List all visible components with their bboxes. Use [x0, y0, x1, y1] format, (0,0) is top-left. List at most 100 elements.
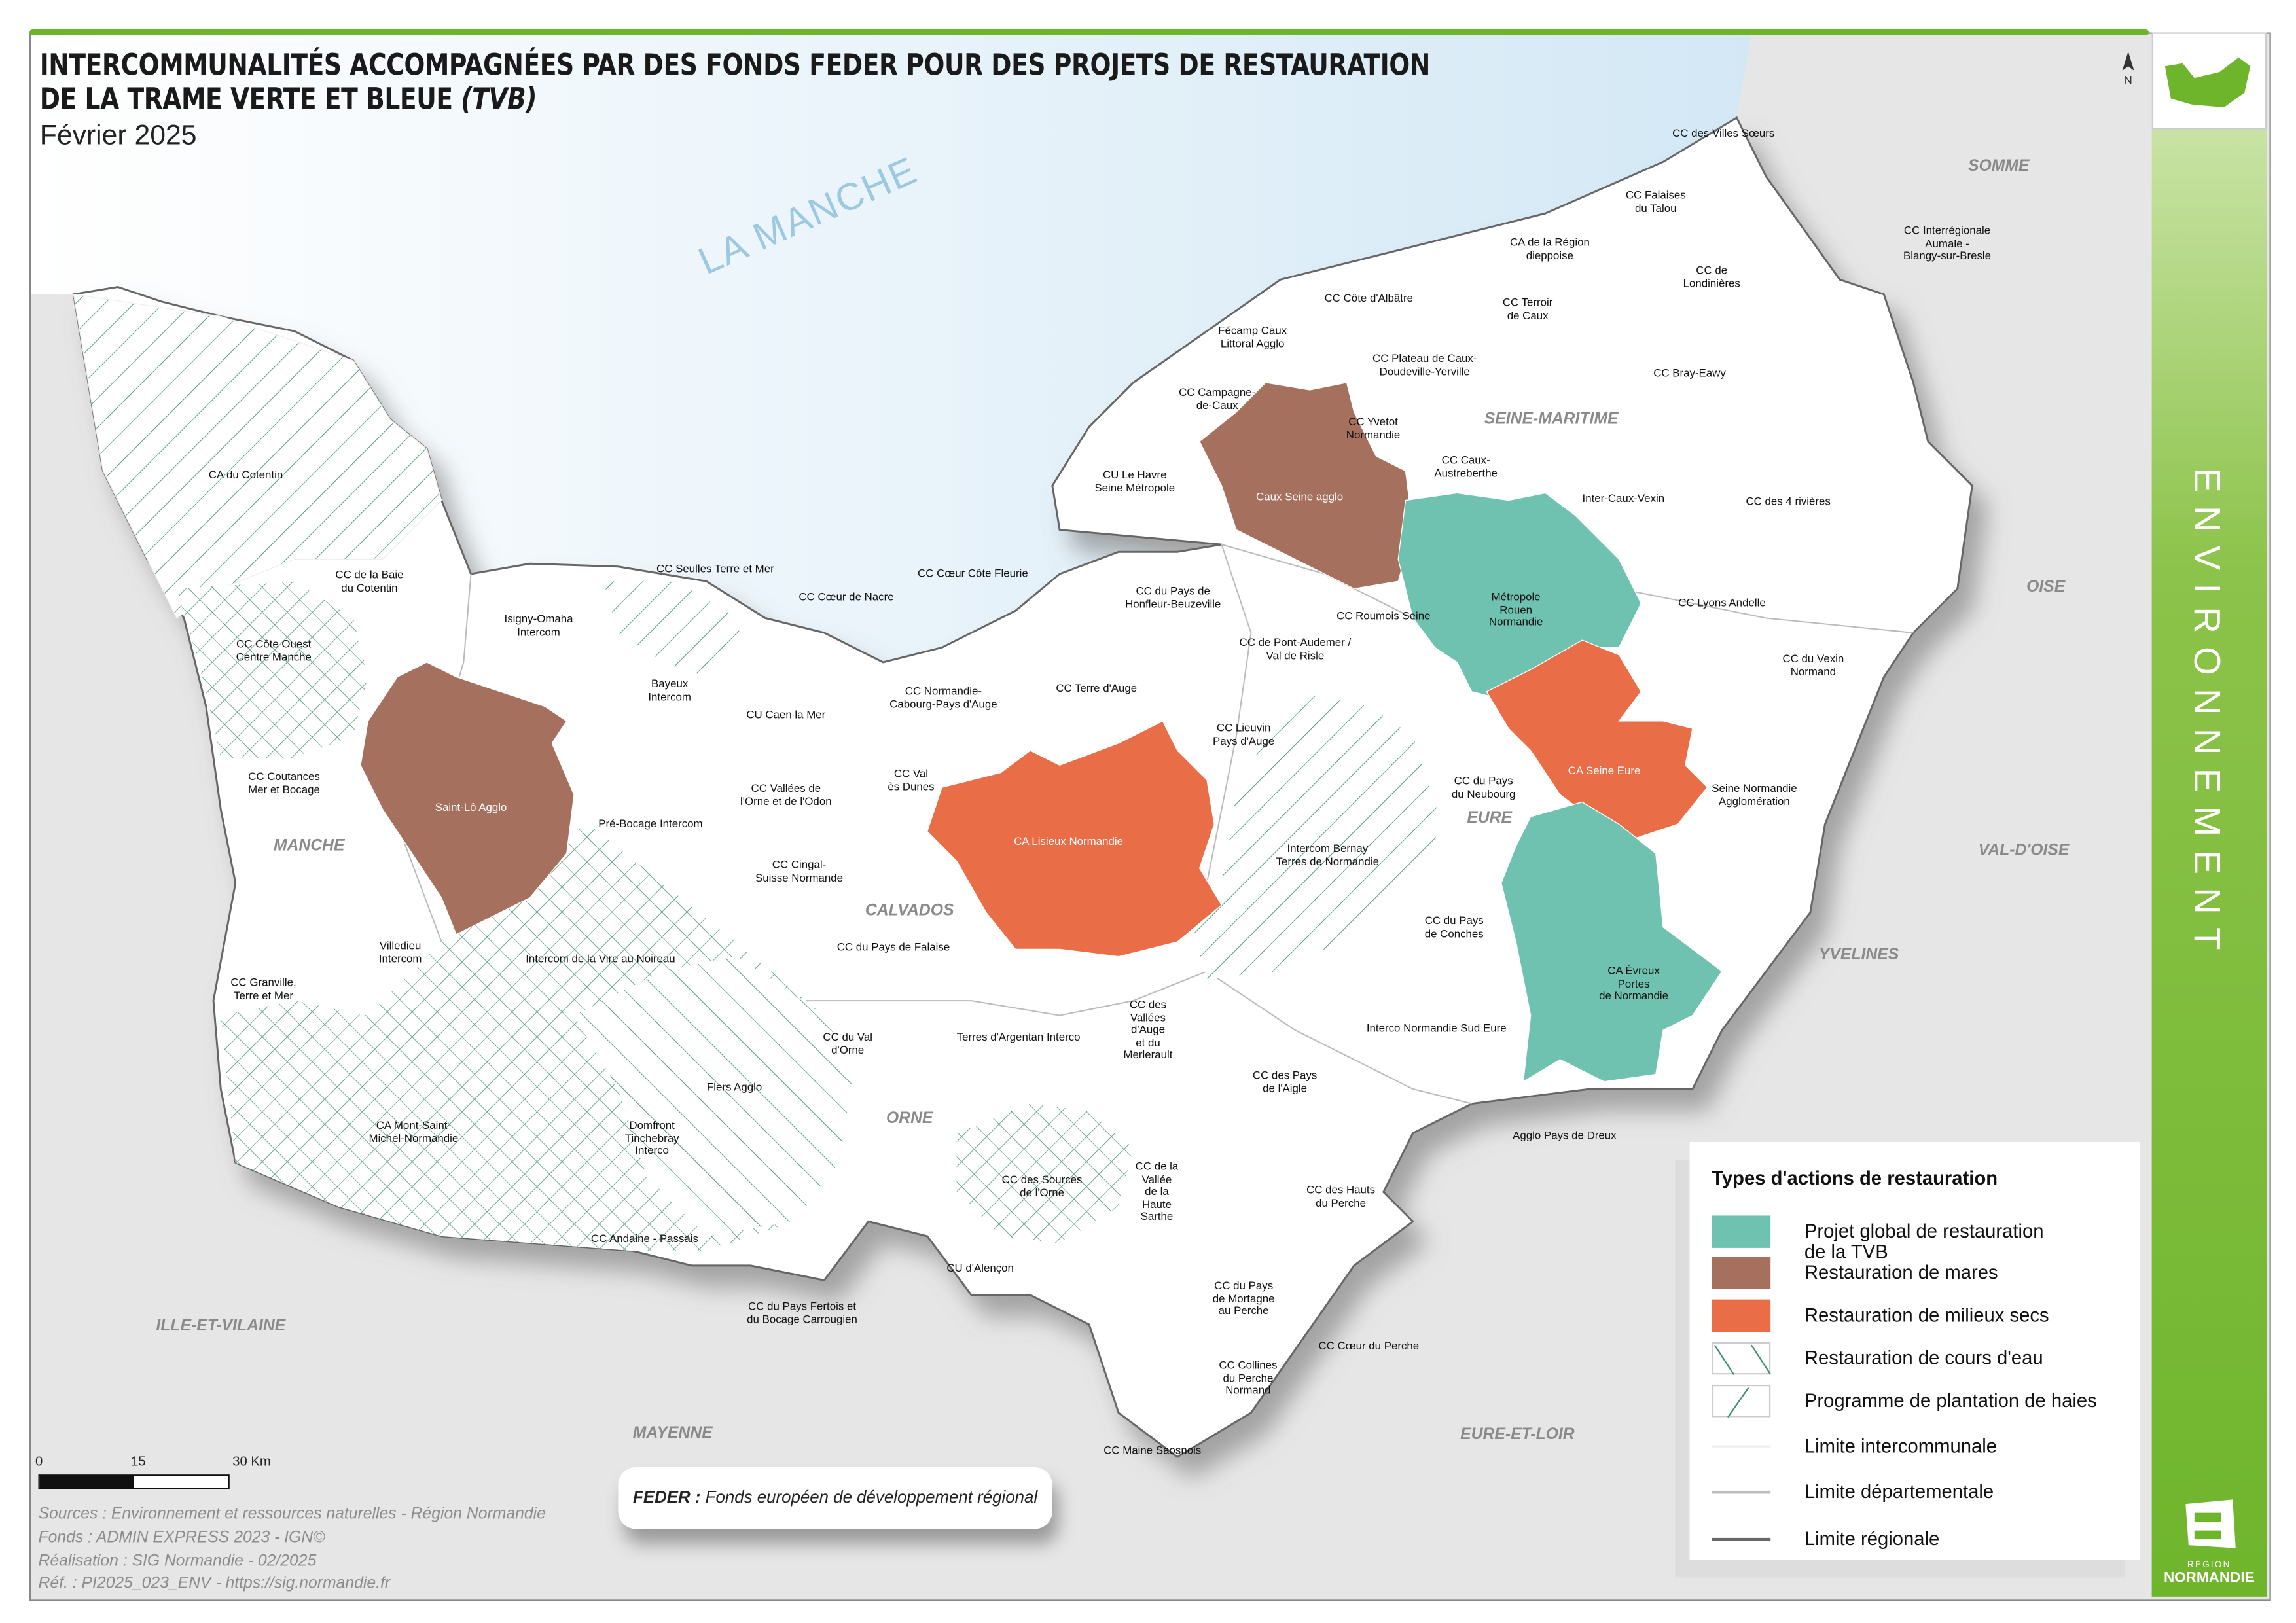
intercommunality-label: CC du Pays de Honfleur-Beuzeville	[1125, 584, 1221, 611]
zone-ca-evreux	[1500, 801, 1723, 1083]
scale-tick-15: 15	[131, 1454, 146, 1469]
intercommunality-label: Terres d'Argentan Interco	[956, 1030, 1081, 1044]
intercommunality-label: Intercom Bernay Terres de Normandie	[1276, 842, 1380, 868]
intercommunality-label: CC Terroir de Caux	[1502, 295, 1553, 322]
title-line-1: INTERCOMMUNALITÉS ACCOMPAGNÉES PAR DES F…	[39, 46, 1431, 82]
department-label: SEINE-MARITIME	[1484, 410, 1619, 429]
feder-definition: Fonds européen de développement régional	[700, 1489, 1038, 1507]
header-accent-bar	[29, 29, 2149, 35]
legend-label: Limite intercommunale	[1804, 1435, 1997, 1457]
legend-swatch	[1712, 1490, 1771, 1494]
intercommunality-label: CU d'Alençon	[946, 1261, 1014, 1275]
intercommunality-label: CA de la Région dieppoise	[1509, 235, 1590, 262]
intercommunality-label: CC du Pays Fertois et du Bocage Carrougi…	[747, 1299, 857, 1326]
intercommunality-label: Seine Normandie Agglomération	[1712, 781, 1797, 808]
legend-item: Limite départementale	[1712, 1476, 2138, 1511]
intercommunality-label: CC Granville, Terre et Mer	[230, 975, 296, 1002]
title-line-2-main: DE LA TRAME VERTE ET BLEUE	[39, 80, 461, 116]
legend-label: Restauration de milieux secs	[1804, 1304, 2049, 1327]
locator-inset-map	[2151, 32, 2267, 130]
intercommunality-label: CC de Londinières	[1683, 263, 1740, 290]
neighbor-department-label: SOMME	[1968, 157, 2030, 175]
intercommunality-label: CC Cœur du Perche	[1318, 1339, 1420, 1353]
zone-cc-sources-orne	[956, 1103, 1134, 1244]
intercommunality-label: Bayeux Intercom	[648, 677, 691, 703]
region-normandie-logo: RÉGION NORMANDIE	[2164, 1498, 2255, 1586]
logo-region-text: RÉGION	[2187, 1561, 2231, 1571]
department-label: EURE	[1467, 809, 1513, 827]
intercommunality-label: CC des Pays de l'Aigle	[1252, 1068, 1318, 1095]
zone-ca-lisieux	[926, 720, 1223, 957]
intercommunality-label: CA du Cotentin	[208, 468, 283, 482]
intercommunality-label: Intercom de la Vire au Noireau	[526, 952, 675, 966]
legend-label: Limite départementale	[1804, 1480, 1994, 1503]
intercommunality-label: CC Bray-Eawy	[1653, 366, 1726, 380]
credit-realisation: Réalisation : SIG Normandie - 02/2025	[38, 1552, 317, 1570]
intercommunality-label: CU Le Havre Seine Métropole	[1094, 468, 1175, 494]
zone-ca-cotentin	[73, 293, 442, 619]
department-label: CALVADOS	[865, 902, 954, 920]
legend: Types d'actions de restauration Projet g…	[1689, 1141, 2140, 1560]
intercommunality-label: CC Falaises du Talou	[1625, 188, 1686, 215]
legend-label: Projet global de restauration de la TVB	[1804, 1220, 2044, 1263]
intercommunality-label: CA Seine Eure	[1568, 764, 1641, 777]
intercommunality-label: CC Lieuvin Pays d'Auge	[1213, 721, 1275, 747]
intercommunality-label: CC Coutances Mer et Bocage	[248, 770, 320, 796]
intercommunality-label: CC Roumois Seine	[1336, 609, 1431, 623]
legend-item: Programme de plantation de haies	[1712, 1385, 2138, 1420]
credits: Sources : Environnement et ressources na…	[38, 1504, 545, 1597]
intercommunality-label: CC Interrégionale Aumale - Blangy-sur-Br…	[1903, 223, 1992, 262]
intercommunality-label: Domfront Tinchebray Interco	[624, 1118, 679, 1157]
intercommunality-label: Isigny-Omaha Intercom	[504, 612, 573, 639]
credit-sources: Sources : Environnement et ressources na…	[38, 1505, 546, 1524]
intercommunality-label: CC des Hauts du Perche	[1306, 1183, 1376, 1209]
credit-reference: Réf. : PI2025_023_ENV - https://sig.norm…	[38, 1575, 391, 1593]
intercommunality-label: CC du Val d'Orne	[823, 1030, 873, 1056]
intercommunality-label: CC de la Vallée de la Haute Sarthe	[1135, 1159, 1179, 1224]
department-label: MANCHE	[273, 837, 345, 855]
theme-band: ENVIRONNEMENT	[2151, 129, 2267, 1597]
zone-saint-lo-agglo	[360, 662, 575, 935]
intercommunality-label: CC Val ès Dunes	[888, 766, 935, 793]
legend-swatch	[1712, 1299, 1771, 1332]
lions-flag-icon	[2185, 1499, 2236, 1548]
intercommunality-label: CA Lisieux Normandie	[1014, 834, 1123, 848]
intercommunality-label: CC des Sources de l'Orne	[1001, 1173, 1083, 1199]
intercommunality-label: CC de la Baie du Cotentin	[335, 567, 404, 594]
locator-map-icon	[2164, 57, 2251, 108]
zone-cc-seulles-terre-et-mer	[603, 581, 744, 677]
intercommunality-label: CA Mont-Saint- Michel-Normandie	[368, 1118, 459, 1145]
intercommunality-label: CC Côte d'Albâtre	[1324, 291, 1413, 305]
intercommunality-label: CC Campagne- de-Caux	[1179, 385, 1256, 412]
intercommunality-label: CC de Pont-Audemer / Val de Risle	[1239, 635, 1352, 662]
neighbor-department-label: OISE	[2026, 578, 2066, 596]
intercommunality-label: Villedieu Intercom	[378, 938, 422, 965]
legend-swatch	[1712, 1445, 1771, 1448]
legend-label: Restauration de mares	[1804, 1261, 1998, 1283]
intercommunality-label: CC Côte Ouest Centre Manche	[236, 637, 312, 664]
legend-swatch	[1712, 1215, 1771, 1248]
intercommunality-label: Inter-Caux-Vexin	[1582, 491, 1665, 505]
intercommunality-label: CC Lyons Andelle	[1678, 596, 1766, 609]
legend-item: Limite intercommunale	[1712, 1431, 2138, 1466]
zone-cc-cote-ouest-centre-manche	[176, 581, 368, 758]
intercommunality-label: CC Normandie- Cabourg-Pays d'Auge	[889, 684, 997, 711]
intercommunality-label: CC du Pays de Conches	[1424, 914, 1484, 940]
intercommunality-label: CU Caen la Mer	[746, 707, 826, 721]
intercommunality-label: Interco Normandie Sud Eure	[1366, 1021, 1507, 1035]
intercommunality-label: Métropole Rouen Normandie	[1488, 590, 1543, 629]
intercommunality-label: CC Cœur Côte Fleurie	[918, 566, 1028, 580]
legend-label: Programme de plantation de haies	[1804, 1389, 2097, 1412]
intercommunality-label: CC Maine Saosnois	[1103, 1443, 1202, 1457]
zone-intercom-bernay	[1192, 691, 1443, 979]
legend-item: Restauration de cours d'eau	[1712, 1342, 2138, 1378]
intercommunality-label: CC des 4 rivières	[1746, 494, 1831, 508]
credit-fonds: Fonds : ADMIN EXPRESS 2023 - IGN©	[38, 1528, 325, 1546]
scale-tick-30: 30 Km	[232, 1454, 271, 1469]
scale-bar-graphic	[38, 1474, 230, 1489]
intercommunality-label: CC Caux- Austreberthe	[1434, 453, 1498, 480]
intercommunality-label: CC des Vallées d'Auge et du Merlerault	[1123, 997, 1173, 1062]
neighbor-department-label: VAL-D'OISE	[1978, 842, 2070, 860]
